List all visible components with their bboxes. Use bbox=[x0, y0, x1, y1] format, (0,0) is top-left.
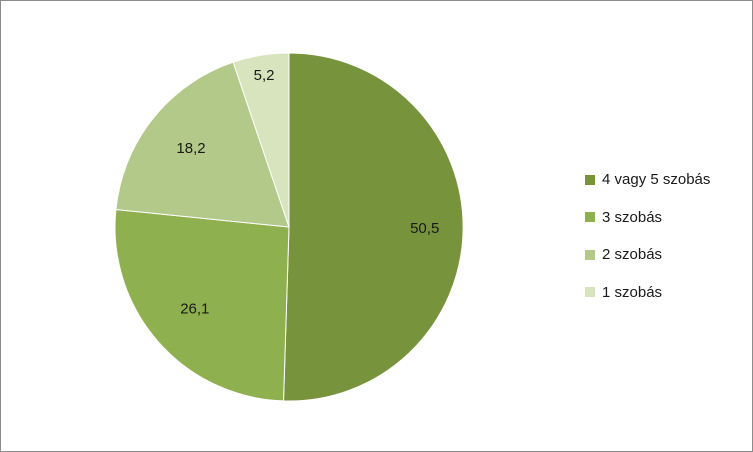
pie-slice-2 bbox=[114, 208, 290, 402]
data-label-4: 5,2 bbox=[254, 67, 275, 84]
legend-label-2: 3 szobás bbox=[602, 208, 663, 226]
data-label-2: 26,1 bbox=[180, 301, 209, 318]
legend-swatch-1 bbox=[585, 174, 595, 185]
legend-label-4: 1 szobás bbox=[602, 283, 663, 301]
legend-label-3: 2 szobás bbox=[602, 246, 663, 264]
legend-item-1: 4 vagy 5 szobás bbox=[585, 161, 710, 199]
legend-item-3: 2 szobás bbox=[585, 236, 710, 274]
legend: 4 vagy 5 szobás 3 szobás 2 szobás 1 szobás bbox=[585, 161, 710, 311]
legend-swatch-4 bbox=[585, 287, 595, 298]
legend-item-4: 1 szobás bbox=[585, 274, 710, 312]
legend-swatch-3 bbox=[585, 249, 595, 260]
pie-slice-4 bbox=[232, 52, 290, 228]
data-label-1: 50,5 bbox=[410, 220, 439, 237]
pie-slice-3 bbox=[115, 61, 290, 228]
legend-label-1: 4 vagy 5 szobás bbox=[602, 171, 711, 189]
data-label-3: 18,2 bbox=[176, 140, 205, 157]
legend-swatch-2 bbox=[585, 212, 595, 223]
pie-slice-1 bbox=[283, 52, 464, 402]
legend-item-2: 3 szobás bbox=[585, 199, 710, 237]
